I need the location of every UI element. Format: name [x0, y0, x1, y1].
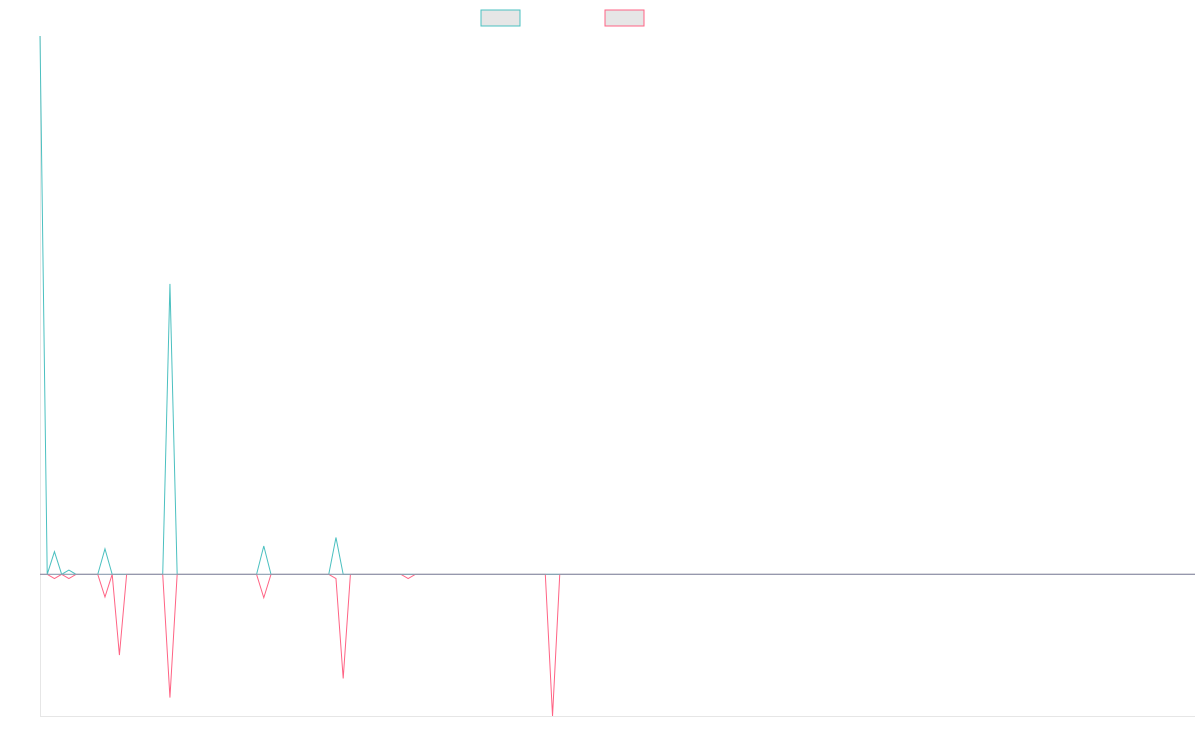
legend-swatch-series-2[interactable] [604, 9, 645, 27]
legend [480, 9, 645, 27]
series-1-line [39, 35, 1195, 576]
series-2-line [40, 573, 1195, 717]
axes [40, 36, 1195, 717]
series-layer [39, 35, 1195, 717]
legend-swatch-series-1[interactable] [480, 9, 521, 27]
